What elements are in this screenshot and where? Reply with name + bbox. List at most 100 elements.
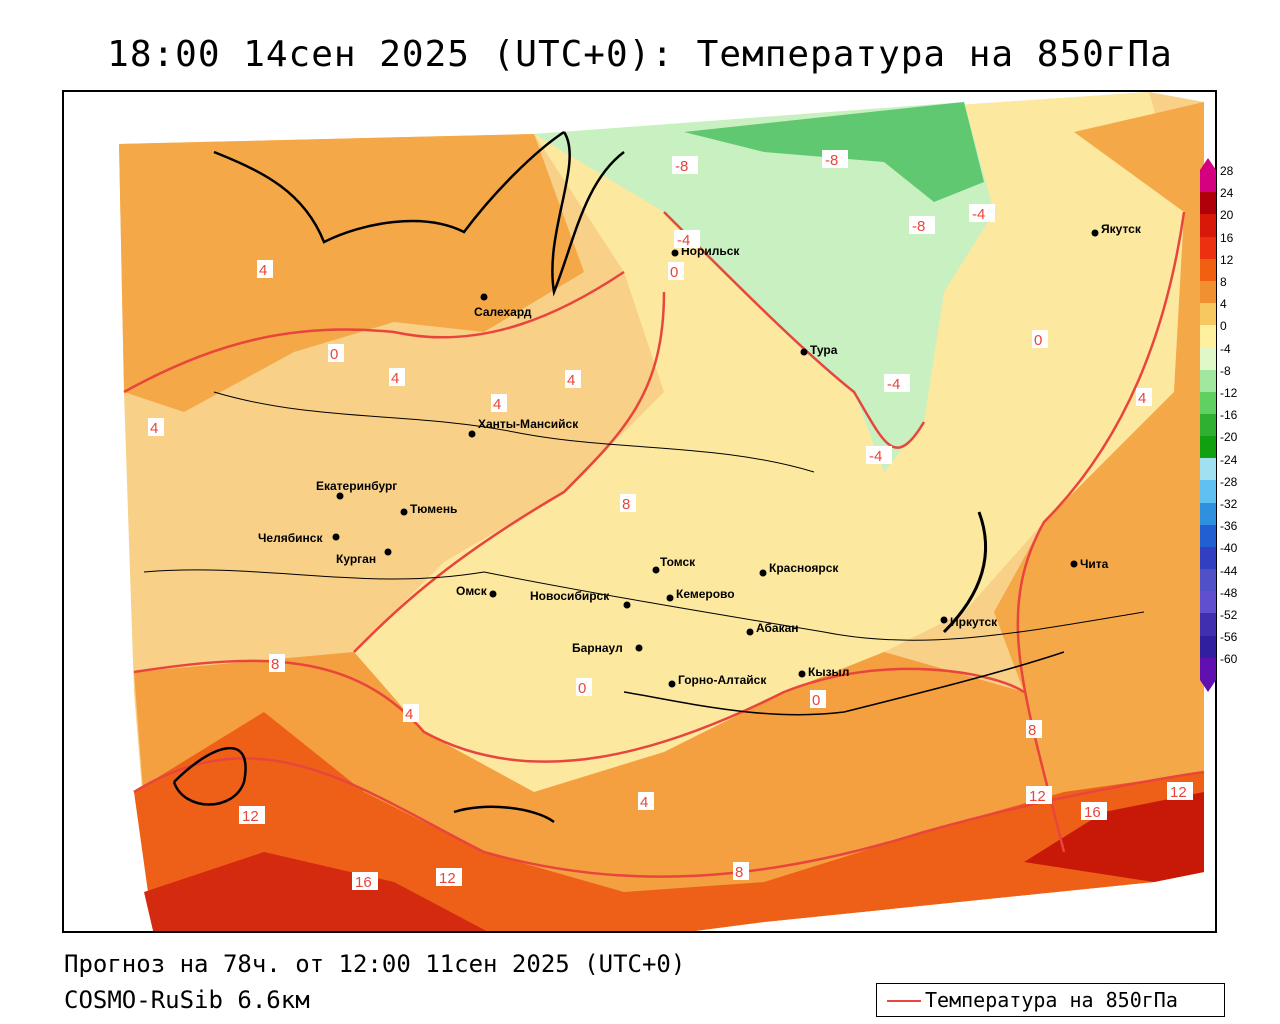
colorbar-arrow-top [1200,158,1216,170]
colorbar-tick-label: -60 [1220,652,1238,667]
legend: Температура на 850гПа [876,983,1225,1017]
svg-text:0: 0 [578,680,586,697]
colorbar-swatch [1200,524,1216,548]
hot-zone-south [134,712,1204,931]
svg-text:8: 8 [735,864,743,881]
isotherm-label: 16 [1081,802,1107,821]
colorbar-swatch [1200,546,1216,570]
svg-text:-4: -4 [887,376,900,393]
svg-text:-8: -8 [825,152,838,169]
colorbar-tick-label: 28 [1220,164,1234,178]
city-label: Абакан [756,621,799,635]
isotherm-label: 8 [1026,720,1042,739]
cold-zone-green [534,102,994,472]
country-border [143,569,1145,641]
city-label: Салехард [474,305,532,319]
isotherm-label-layer: -8 -8 -8 -4 -4 -4 -4 0 0 0 0 0 4 4 4 4 4… [148,150,1193,891]
city-label: Курган [336,552,376,566]
city-tyumen: Тюмень [400,502,457,516]
svg-text:-8: -8 [912,218,925,235]
colorbar-swatch [1200,502,1216,526]
city-label: Тура [810,343,838,357]
isotherm-line [133,659,1025,763]
colorbar-swatch [1200,458,1216,481]
colorbar-tick-label: -20 [1220,430,1238,445]
isotherm-label: -4 [884,374,910,393]
svg-text:-4: -4 [677,232,690,249]
colorbar-swatch [1200,214,1216,238]
colorbar-tick-label: -48 [1220,585,1238,600]
colorbar-swatch [1200,347,1216,371]
colorbar-tick-label: -52 [1220,608,1238,622]
colorbar-swatch [1200,613,1216,637]
city-label: Барнаул [572,641,623,655]
colorbar-swatch [1200,635,1216,659]
city-label: Новосибирск [530,589,610,603]
svg-text:-4: -4 [972,206,985,223]
city-label: Иркутск [950,615,998,629]
city-label: Горно-Алтайск [678,673,767,687]
isotherm-label: 0 [1032,330,1048,349]
city-label: Красноярск [769,561,839,575]
city-label: Ханты-Мансийск [478,417,579,431]
isotherm-label: -4 [969,204,995,223]
warm-zone-east [994,102,1204,872]
svg-text:0: 0 [812,692,820,709]
svg-text:4: 4 [567,372,575,389]
colorbar-swatch [1200,236,1216,260]
isotherm-label: 0 [576,678,592,697]
isotherm-label: -8 [672,156,698,175]
colorbar-tick-label: -56 [1220,630,1238,645]
hot-zone-core [144,852,487,931]
city-label: Кемерово [676,587,735,601]
svg-text:4: 4 [391,370,399,387]
svg-text:-4: -4 [869,448,882,465]
svg-text:4: 4 [640,794,648,811]
map-canvas [119,92,1205,931]
isotherm-label: 4 [491,394,507,413]
isotherm-label: -8 [822,150,848,169]
isotherm-label: 8 [733,862,749,881]
city-label: Кызыл [808,665,849,679]
isotherm-label: 8 [269,654,285,673]
colorbar-tick-label: 16 [1220,230,1234,245]
svg-text:0: 0 [1034,332,1042,349]
isotherm-label: 0 [810,690,826,709]
isotherm-line [123,270,625,394]
isotherm-label: 12 [239,806,265,825]
city-omsk: Омск [456,584,497,598]
isotherm-label: 0 [668,262,684,281]
city-irkutsk: Иркутск [940,615,998,629]
city-label: Омск [456,584,488,598]
city-label: Томск [660,555,696,569]
isotherm-label: 12 [436,868,462,887]
legend-line-swatch [887,1000,921,1002]
city-khanty-mansiysk: Ханты-Мансийск [468,417,579,438]
colorbar-tick-label: -40 [1220,541,1238,556]
city-label: Якутск [1101,222,1142,236]
city-abakan: Абакан [746,621,799,636]
svg-text:4: 4 [1138,390,1146,407]
caspian-coast [172,746,247,806]
city-krasnoyarsk: Красноярск [759,561,839,577]
colorbar-swatch [1200,303,1216,326]
city-tomsk: Томск [652,555,696,574]
svg-text:8: 8 [1028,722,1036,739]
colorbar-tick-label: -36 [1220,519,1238,534]
cool-zone-yellow [354,92,1184,792]
warm-zone-northwest [119,134,584,412]
colorbar-tick-label: 20 [1220,208,1234,223]
city-salekhard: Салехард [474,293,532,319]
svg-text:8: 8 [271,656,279,673]
isotherm-label: 16 [352,872,378,891]
isotherm-label: 4 [148,418,164,437]
svg-text:16: 16 [1084,804,1101,821]
svg-text:0: 0 [330,346,338,363]
colorbar-tick-label: 8 [1220,275,1227,289]
hot-zone-east [1024,792,1204,882]
colorbar-swatch [1200,280,1216,304]
colorbar-tick-label: 4 [1220,297,1227,312]
colorbar-swatch [1200,657,1216,681]
colorbar-tick-label: -12 [1220,386,1238,400]
colorbar-tick-label: -8 [1220,363,1231,378]
